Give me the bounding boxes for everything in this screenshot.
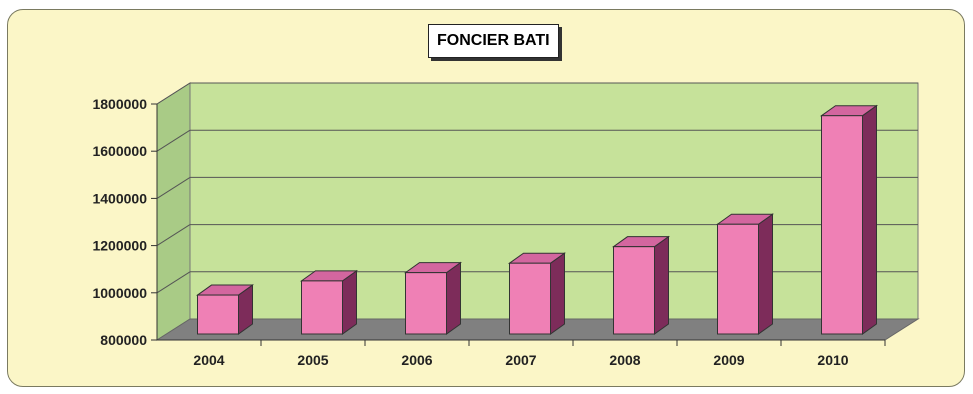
bar [195,284,255,335]
bar [611,235,671,335]
bar [819,104,879,335]
y-tick-labels: 800000 1000000 1200000 1400000 1600000 180000… [92,96,147,348]
bar-front [405,272,447,335]
x-tick-label: 2004 [193,352,224,368]
bar-front [301,280,343,335]
bar-side [862,104,877,335]
bar [403,261,463,335]
gridline-side [156,82,191,105]
x-tick-label: 2007 [505,352,536,368]
bar [299,269,359,335]
gridline-side [156,176,191,199]
y-tick-label: 1600000 [92,143,147,159]
y-tick-label: 800000 [100,332,147,348]
bar-front [197,294,239,335]
x-tick-label: 2009 [713,352,744,368]
chart-title: FONCIER BATI [428,24,559,58]
x-tick-label: 2005 [297,352,328,368]
bar-side [758,213,773,335]
y-tick-label: 1200000 [92,238,147,254]
side-wall [156,82,191,341]
y-tick-label: 1000000 [92,285,147,301]
bars [195,104,879,335]
y-tick-label: 1400000 [92,190,147,206]
bar-front [613,246,655,335]
bar [715,213,775,335]
x-tick-label: 2010 [817,352,848,368]
bar-front [509,262,551,335]
gridline-side [156,129,191,152]
x-tick-labels: 2004 2005 2006 2007 2008 2009 2010 [193,352,848,368]
bar-side [446,261,461,335]
gridlines [156,82,918,294]
gridline-side [156,224,191,247]
bar-side [342,269,357,335]
x-tick-label: 2008 [609,352,640,368]
bar-side [550,252,565,335]
axes [151,103,886,346]
bar-front [821,115,863,335]
x-tick-label: 2006 [401,352,432,368]
bar [507,252,567,335]
bar-side [654,235,669,335]
gridline-side [156,271,191,294]
y-tick-label: 1800000 [92,96,147,112]
bar-front [717,223,759,335]
